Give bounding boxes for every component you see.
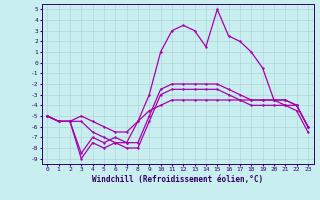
X-axis label: Windchill (Refroidissement éolien,°C): Windchill (Refroidissement éolien,°C) xyxy=(92,175,263,184)
